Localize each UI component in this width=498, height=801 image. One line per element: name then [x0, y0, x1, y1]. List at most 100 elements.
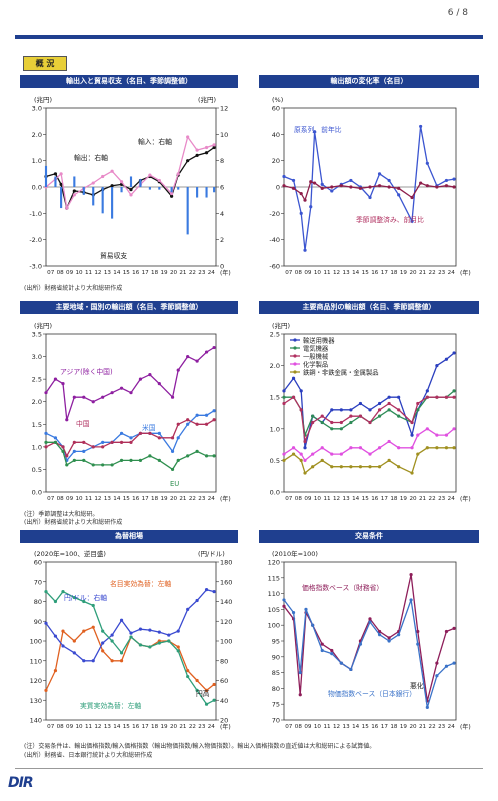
x-tick-label: 08	[57, 270, 65, 276]
series-point	[330, 648, 334, 653]
legend-label: 輸送用機器	[303, 335, 335, 344]
series-point	[377, 401, 382, 406]
x-tick-label: 07	[285, 496, 293, 502]
series-point	[61, 449, 65, 453]
series-point	[82, 659, 86, 663]
series-point	[170, 194, 174, 198]
y-right-tick-label: 40	[220, 697, 228, 705]
y-right-tick-label: 10	[220, 131, 228, 139]
y-right-tick-label: 160	[220, 578, 232, 586]
regions-chart: 3.5 3.0 2.5 2.0 1.5 1.0 0.5 0.0 07 08 09 10 11 12 13 14…	[32, 321, 231, 503]
series-point	[129, 188, 133, 192]
y-axis-label: (2010年=100)	[272, 549, 318, 558]
series-point	[312, 181, 317, 185]
series-line	[283, 396, 455, 444]
series-point	[72, 440, 76, 444]
series-point	[397, 465, 401, 469]
series-point	[425, 395, 429, 399]
x-tick-label: 16	[132, 270, 140, 276]
series-point	[320, 420, 324, 425]
x-tick-label: 11	[323, 724, 331, 730]
x-tick-label: 10	[75, 270, 83, 276]
y-right-tick-label: 12	[220, 105, 228, 113]
series-point	[148, 431, 152, 435]
series-point	[425, 446, 429, 450]
y-tick-label: -40	[269, 236, 280, 244]
x-tick-label: 21	[419, 496, 427, 502]
bar-mark	[139, 179, 142, 187]
x-tick-label: 13	[104, 724, 112, 730]
series-point	[82, 599, 86, 604]
series-point	[44, 621, 48, 625]
series-point	[176, 368, 180, 372]
x-tick-label: 13	[343, 724, 351, 730]
series-point	[61, 590, 65, 594]
x-tick-label: 08	[295, 724, 303, 730]
series-point	[61, 644, 65, 648]
bar-mark	[60, 187, 63, 209]
y-right-tick-label: 60	[220, 677, 228, 685]
series-point	[157, 431, 161, 435]
series-point	[330, 652, 334, 656]
series-point	[82, 629, 86, 633]
series-point	[435, 185, 439, 189]
x-tick-label: 23	[438, 496, 446, 502]
series-point	[119, 440, 124, 444]
x-tick-label: 14	[352, 270, 360, 276]
series-point	[339, 184, 343, 188]
x-tick-label: 16	[371, 496, 379, 502]
series-point	[138, 627, 143, 631]
x-tick-label: 10	[314, 270, 322, 276]
footer-rule	[15, 768, 483, 769]
series-point	[138, 458, 143, 462]
series-point	[91, 400, 95, 404]
series-point	[358, 186, 363, 190]
x-tick-label: 09	[66, 496, 74, 502]
series-point	[311, 420, 315, 425]
x-tick-label: 22	[189, 724, 196, 730]
series-point	[129, 436, 133, 440]
series-point	[129, 391, 133, 395]
series-point	[44, 440, 48, 444]
series-point	[91, 463, 95, 467]
series-point	[212, 145, 216, 150]
series-point	[387, 639, 391, 643]
series-point	[320, 414, 324, 418]
series-point	[358, 465, 363, 469]
y-right-tick-label: 100	[220, 638, 232, 646]
y-tick-label: 70	[34, 578, 42, 586]
x-tick-label: 21	[419, 270, 427, 276]
x-tick-label: 08	[295, 496, 303, 502]
series-point	[298, 693, 302, 697]
series-point	[157, 382, 161, 386]
x-tick-label: 19	[160, 270, 168, 276]
y-tick-label: 0.0	[270, 489, 280, 497]
legend-label: 化学製品	[303, 359, 328, 368]
series-point	[138, 377, 143, 381]
series-point	[368, 420, 372, 425]
series-point	[320, 182, 324, 186]
series-point	[59, 182, 63, 186]
series-point	[452, 351, 456, 355]
x-tick-label: 14	[352, 724, 360, 730]
y-tick-label: 40	[272, 131, 280, 139]
y-right-tick-label: 180	[220, 559, 232, 567]
y-tick-label: 70	[272, 717, 280, 725]
series-point	[101, 641, 105, 645]
series-point	[291, 610, 296, 615]
y-tick-label: 20	[272, 157, 280, 165]
y-tick-label: 100	[30, 638, 42, 646]
x-tick-label: 07	[285, 724, 293, 730]
x-tick-label: 13	[104, 496, 112, 502]
y-tick-label: 90	[272, 653, 280, 661]
series-point	[377, 633, 382, 637]
series-point	[377, 465, 382, 469]
bar-mark	[158, 187, 161, 190]
series-point	[339, 465, 343, 469]
series-point	[65, 206, 69, 210]
x-tick-label: 09	[66, 270, 74, 276]
x-tick-label: 17	[142, 496, 150, 502]
series-point	[53, 172, 58, 176]
series-point	[291, 446, 296, 450]
series-annotation: 輸出：右軸	[74, 153, 108, 162]
